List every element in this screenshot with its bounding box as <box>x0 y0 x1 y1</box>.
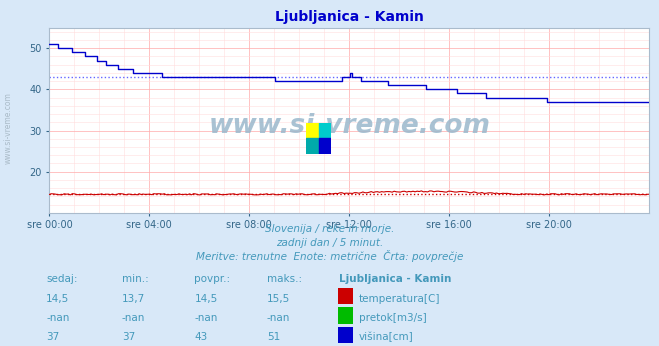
Text: 37: 37 <box>122 333 135 343</box>
Text: -nan: -nan <box>46 313 69 323</box>
Text: sedaj:: sedaj: <box>46 274 78 284</box>
Text: zadnji dan / 5 minut.: zadnji dan / 5 minut. <box>276 238 383 248</box>
Text: temperatura[C]: temperatura[C] <box>359 294 441 304</box>
Text: -nan: -nan <box>194 313 217 323</box>
Text: Ljubljanica - Kamin: Ljubljanica - Kamin <box>339 274 452 284</box>
Text: pretok[m3/s]: pretok[m3/s] <box>359 313 427 323</box>
Text: 37: 37 <box>46 333 59 343</box>
Bar <box>319 123 331 138</box>
Text: Meritve: trenutne  Enote: metrične  Črta: povprečje: Meritve: trenutne Enote: metrične Črta: … <box>196 249 463 262</box>
Text: 43: 43 <box>194 333 208 343</box>
Text: 14,5: 14,5 <box>46 294 69 304</box>
Text: povpr.:: povpr.: <box>194 274 231 284</box>
Text: www.si-vreme.com: www.si-vreme.com <box>208 113 490 139</box>
Text: 14,5: 14,5 <box>194 294 217 304</box>
Text: www.si-vreme.com: www.si-vreme.com <box>3 92 13 164</box>
Text: Slovenija / reke in morje.: Slovenija / reke in morje. <box>265 224 394 234</box>
Title: Ljubljanica - Kamin: Ljubljanica - Kamin <box>275 10 424 24</box>
Text: 13,7: 13,7 <box>122 294 145 304</box>
Bar <box>306 138 319 154</box>
Text: 51: 51 <box>267 333 280 343</box>
Text: 15,5: 15,5 <box>267 294 290 304</box>
Text: -nan: -nan <box>267 313 290 323</box>
Bar <box>306 123 319 138</box>
Text: višina[cm]: višina[cm] <box>359 332 414 343</box>
Text: -nan: -nan <box>122 313 145 323</box>
Text: min.:: min.: <box>122 274 149 284</box>
Bar <box>319 138 331 154</box>
Text: maks.:: maks.: <box>267 274 302 284</box>
